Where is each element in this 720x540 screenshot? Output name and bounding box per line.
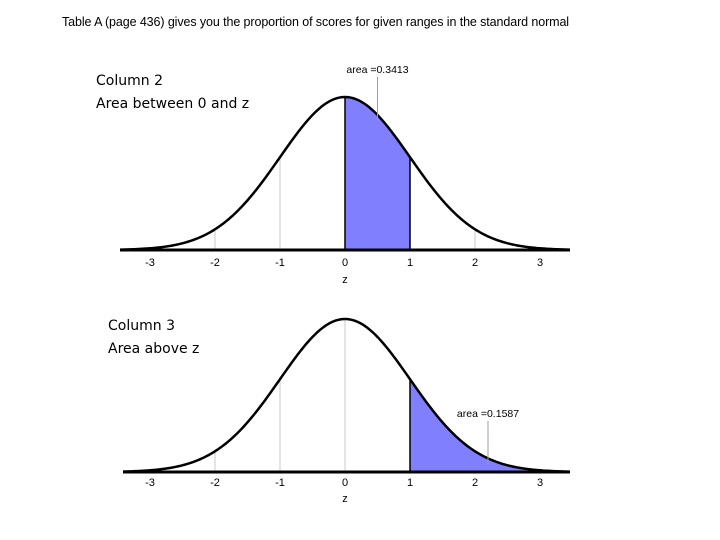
shaded-region (410, 379, 570, 472)
chart-area-above-z: -3 -2 -1 0 1 2 3 z area =0.1587 (122, 317, 571, 505)
chart-area-between-0-and-z: -3 -2 -1 0 1 2 3 z area =0.3413 (119, 64, 571, 286)
tick-label--1: -1 (275, 257, 285, 269)
area-annotation: area =0.3413 (346, 64, 408, 76)
x-axis-label: z (342, 493, 348, 505)
panel-1-label: Column 2 Area between 0 and z (96, 70, 249, 116)
tick-label-3: 3 (537, 257, 543, 269)
density-curve (119, 95, 571, 251)
x-axis-label: z (342, 274, 348, 286)
tick-label-0: 0 (342, 257, 348, 269)
area-annotation: area =0.1587 (457, 408, 519, 420)
panel-2-label-line2: Area above z (108, 341, 200, 357)
panel-2-label: Column 3 Area above z (108, 315, 199, 361)
tick-label--3: -3 (145, 257, 155, 269)
tick-label-2: 2 (472, 477, 478, 489)
tick-label-3: 3 (537, 477, 543, 489)
panel-1-label-line2: Area between 0 and z (96, 96, 250, 112)
tick-label--2: -2 (210, 477, 220, 489)
panel-1-label-line1: Column 2 (96, 73, 163, 89)
tick-label-1: 1 (407, 257, 413, 269)
density-curve (122, 317, 571, 473)
panel-2-label-line1: Column 3 (108, 318, 175, 334)
tick-label--2: -2 (210, 257, 220, 269)
tick-label-0: 0 (342, 477, 348, 489)
tick-label--1: -1 (275, 477, 285, 489)
tick-label--3: -3 (145, 477, 155, 489)
tick-label-2: 2 (472, 257, 478, 269)
tick-label-1: 1 (407, 477, 413, 489)
page-title: Table A (page 436) gives you the proport… (62, 15, 569, 29)
